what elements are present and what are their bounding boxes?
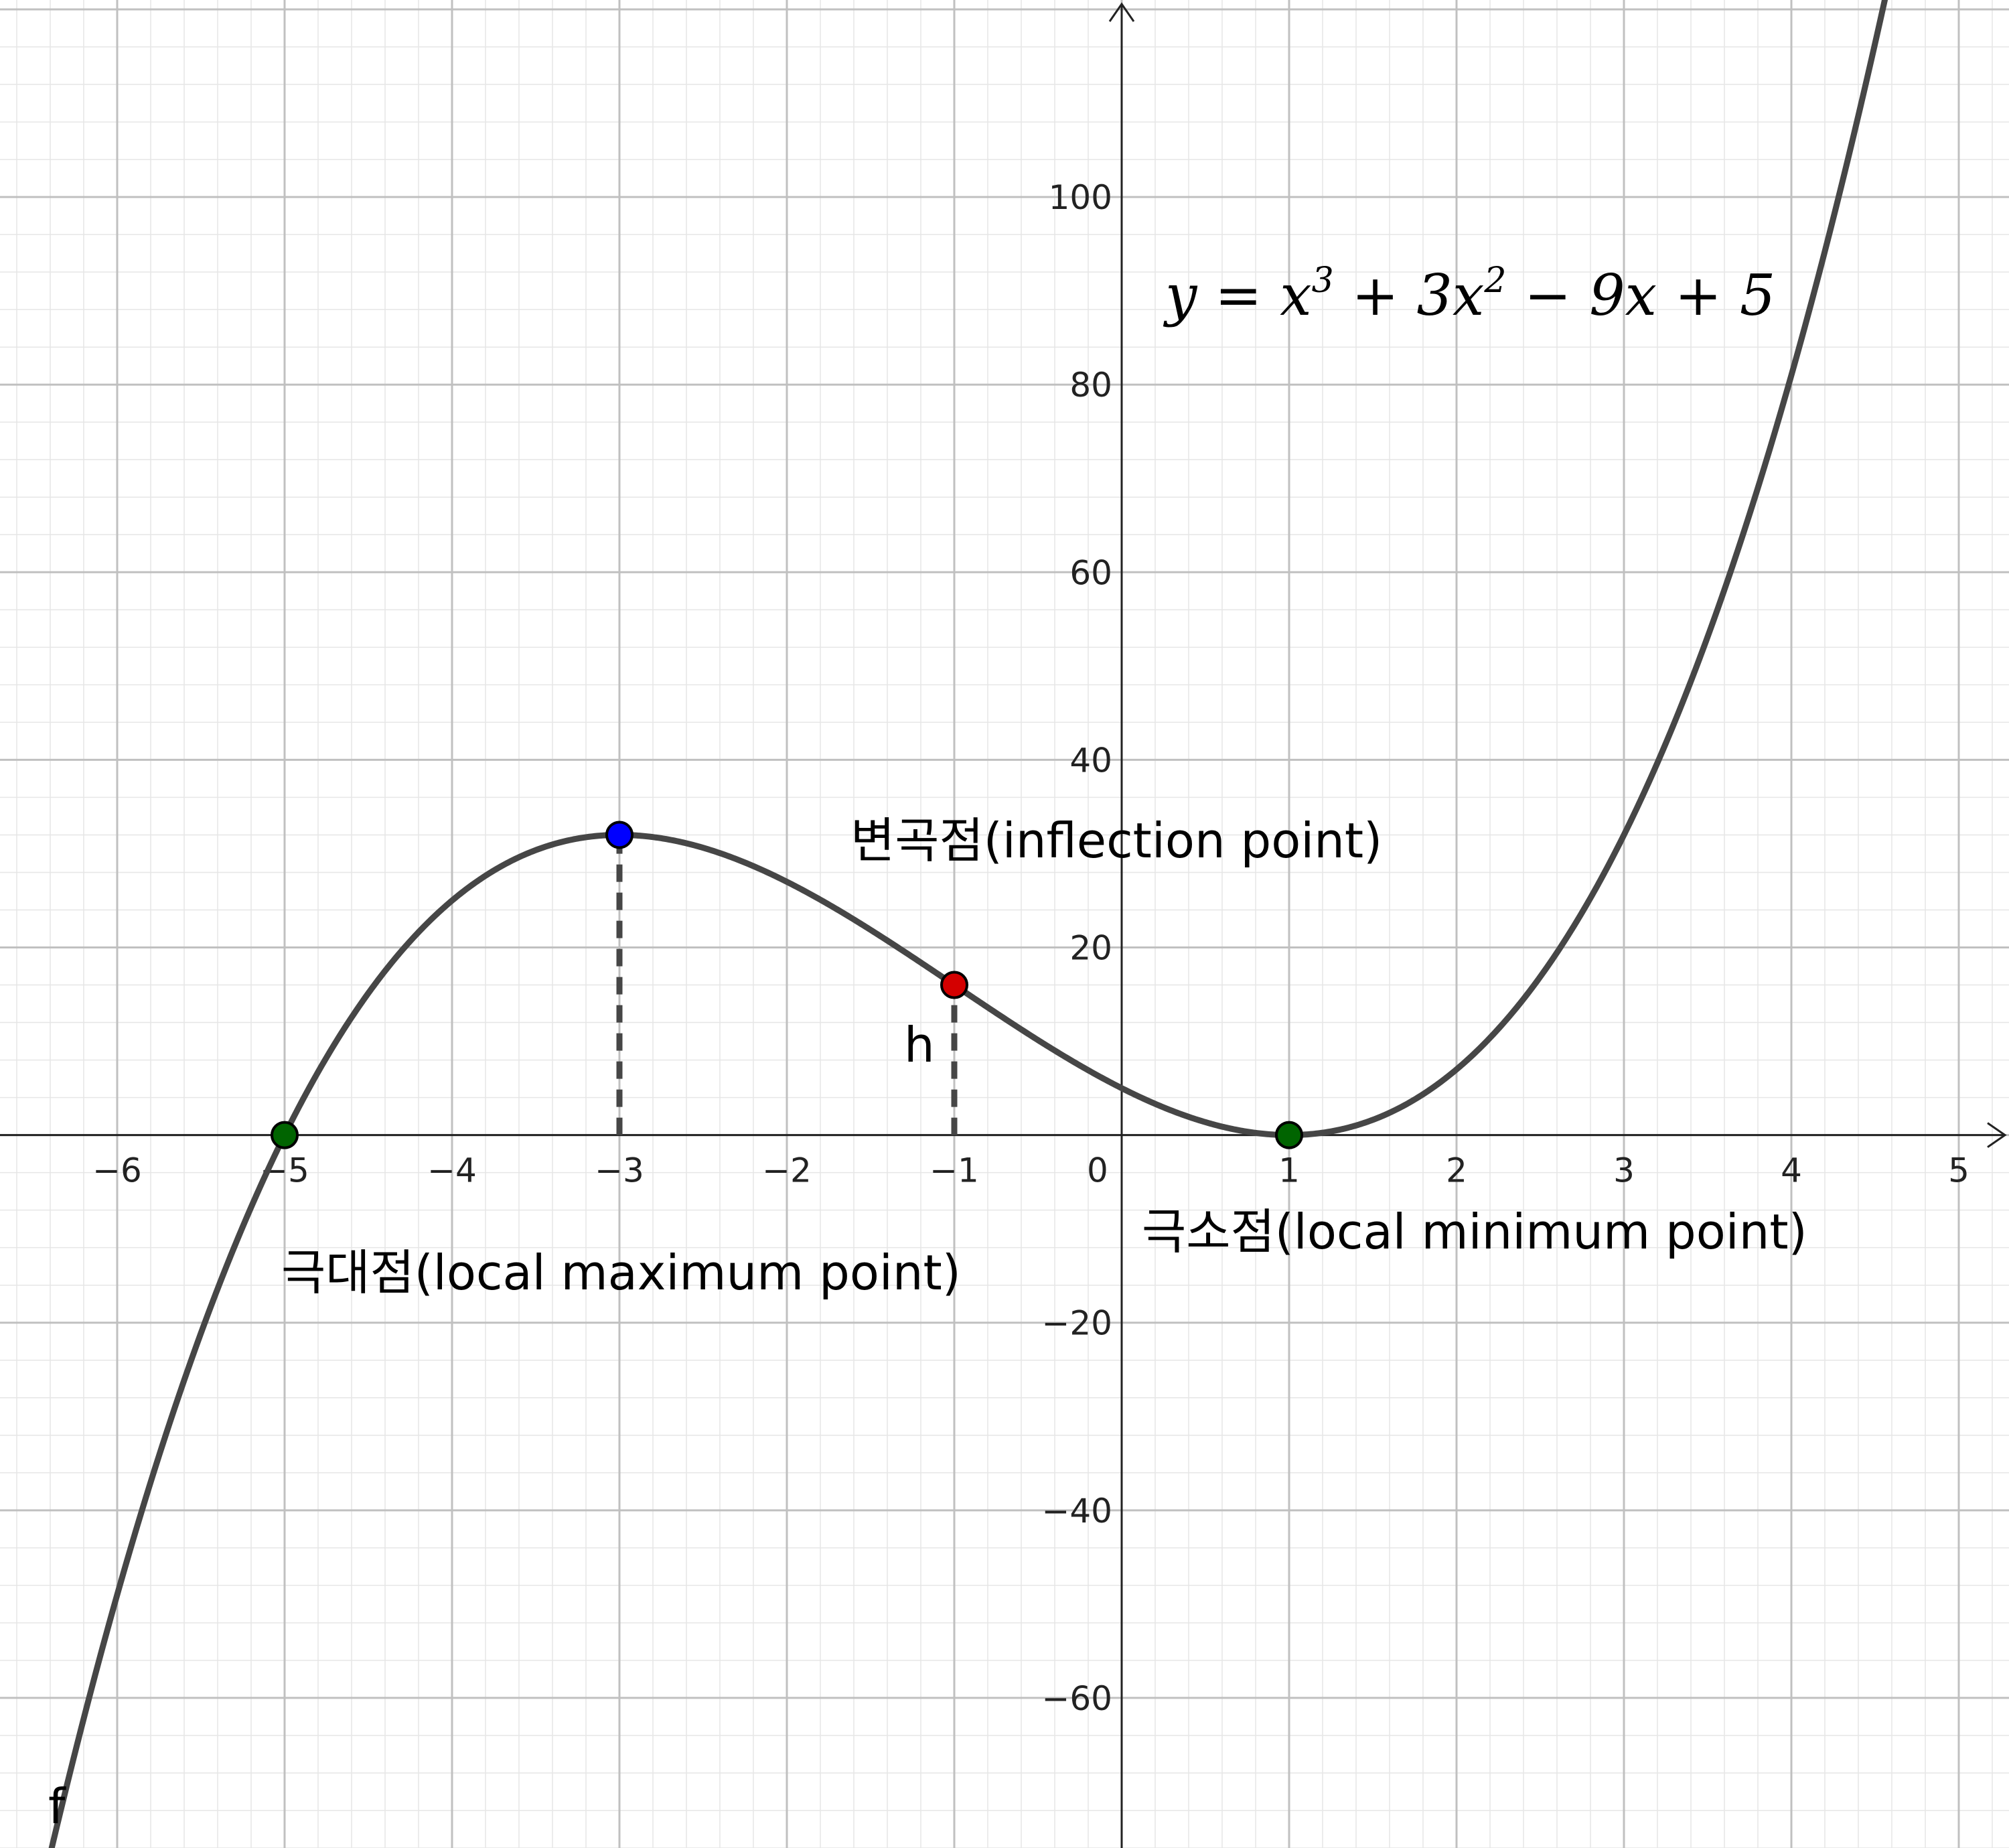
- function-name-label: f: [48, 1778, 66, 1835]
- x-tick-label: 0: [1087, 1151, 1108, 1190]
- inflection-point-label: 변곡점(inflection point): [850, 812, 1382, 869]
- x-tick-label: −6: [92, 1151, 142, 1190]
- local-minimum-point: [1275, 1121, 1303, 1149]
- x-tick-label: −2: [762, 1151, 812, 1190]
- x-tick-label: 3: [1613, 1151, 1635, 1190]
- y-tick-label: 100: [1049, 178, 1112, 217]
- y-tick-label: 60: [1069, 553, 1112, 592]
- cubic-curve: [48, 0, 1888, 1848]
- y-tick-label: −20: [1041, 1304, 1112, 1343]
- x-tick-label: 1: [1278, 1151, 1300, 1190]
- y-tick-label: 40: [1069, 741, 1112, 780]
- x-tick-label: −3: [595, 1151, 644, 1190]
- y-tick-label: −40: [1041, 1492, 1112, 1531]
- x-axis-arrow-icon: [1987, 1122, 2007, 1148]
- y-tick-label: 80: [1069, 366, 1112, 405]
- x-tick-label: −1: [929, 1151, 979, 1190]
- inflection-point: [940, 971, 968, 999]
- root-point: [271, 1121, 299, 1149]
- x-tick-label: 5: [1948, 1151, 1969, 1190]
- y-axis-arrow-icon: [1108, 2, 1135, 22]
- x-tick-label: 2: [1446, 1151, 1467, 1190]
- y-tick-label: 20: [1069, 929, 1112, 968]
- x-tick-label: 4: [1781, 1151, 1802, 1190]
- key-points: [271, 821, 1303, 1149]
- y-tick-label: −60: [1041, 1679, 1112, 1718]
- local-maximum-label: 극대점(local maximum point): [281, 1245, 961, 1301]
- x-tick-labels: −6 −5 −4 −3 −2 −1 0 1 2 3 4 5: [92, 1151, 1969, 1190]
- equation-label: y = x3 + 3x2 − 9x + 5: [1163, 261, 1775, 328]
- local-minimum-label: 극소점(local minimum point): [1142, 1204, 1807, 1260]
- dashed-segments: [616, 835, 958, 1135]
- local-maximum-point: [605, 821, 634, 849]
- y-tick-labels: −60 −40 −20 20 40 60 80 100: [1041, 178, 1112, 1718]
- height-label: h: [904, 1017, 935, 1073]
- x-tick-label: −4: [427, 1151, 477, 1190]
